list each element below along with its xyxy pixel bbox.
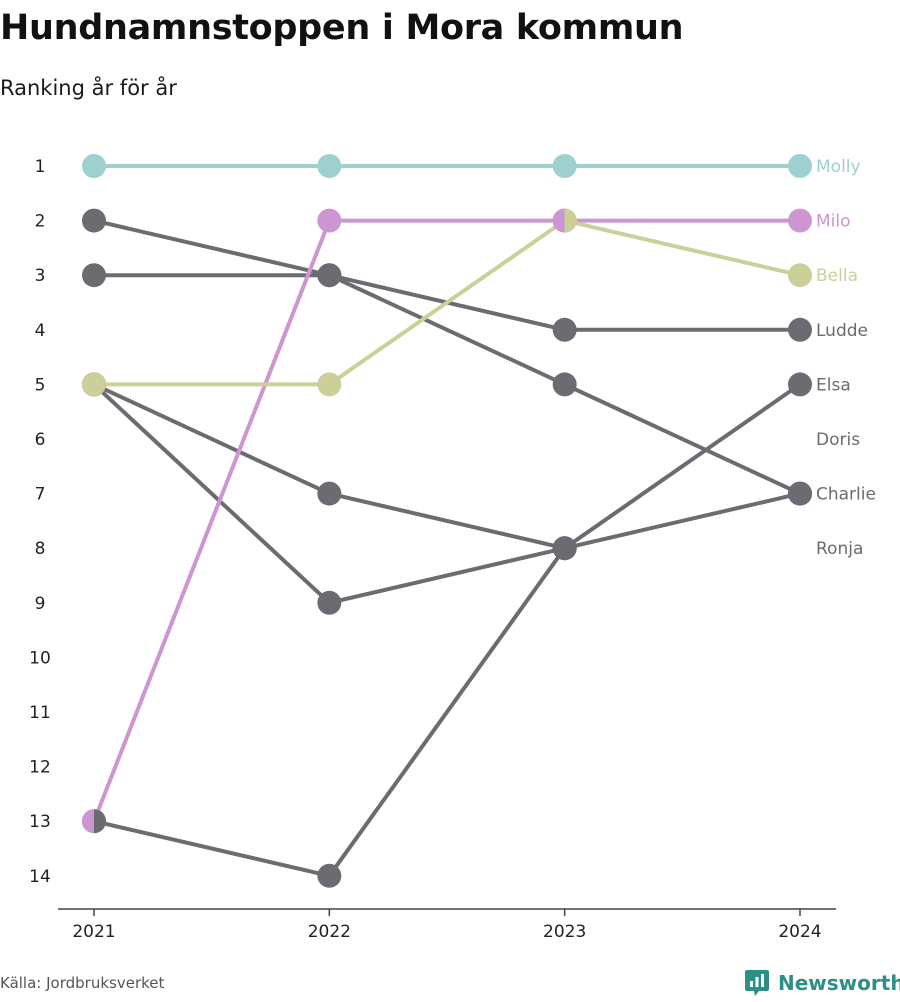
end-label-milo: Milo [816,212,851,232]
series-point-bella [317,372,342,397]
y-tick-label: 3 [35,266,46,286]
x-tick-label: 2021 [72,922,115,942]
y-tick-label: 12 [29,758,51,778]
split-point-left [552,208,565,233]
series-point-molly [552,154,577,178]
chart-title: Hundnamnstoppen i Mora kommun [0,8,684,48]
series-point-molly [788,154,812,178]
x-axis: 2021 2022 2023 2024 [58,908,836,942]
y-tick-label: 9 [35,594,46,614]
end-label-charlie: Charlie [816,485,876,505]
y-tick-label: 7 [35,485,46,505]
end-label-ronja: Ronja [816,539,863,559]
end-label-molly: Molly [816,157,861,177]
split-point-left [82,809,94,834]
y-tick-label: 2 [35,212,46,232]
series-point-molly [82,154,106,178]
series-point-series-8 [317,481,342,506]
end-label-ludde: Ludde [816,321,868,341]
series-lines [92,164,802,878]
series-point-milo [788,208,812,233]
brand-logo[interactable]: Newsworthy [744,966,900,1000]
chart-subtitle: Ranking år för år [0,76,177,100]
split-point-right [94,809,107,834]
series-point-bella [788,263,812,288]
y-tick-label: 13 [29,812,51,832]
x-tick-label: 2024 [778,922,821,942]
series-point-series-9 [552,536,577,561]
brand-name: Newsworthy [778,971,900,995]
y-tick-label: 1 [35,157,46,177]
newsworthy-logo-icon [744,968,770,998]
end-label-doris: Doris [816,430,860,450]
y-tick-label: 4 [35,321,46,341]
series-point-ludde [788,317,812,342]
series-points [82,154,812,888]
series-point-elsa [317,863,342,888]
series-point-elsa [788,372,812,397]
end-labels: Molly Milo Bella Ludde Elsa Doris Charlie Ronja [816,157,876,559]
source-note: Källa: Jordbruksverket [0,974,165,992]
series-line-bella [94,218,801,387]
series-point-molly [317,154,342,178]
y-tick-label: 14 [29,867,51,887]
series-point-bella [82,372,106,397]
series-point-charlie [317,263,342,288]
series-point-ludde [82,263,106,288]
series-line-series-8 [93,382,801,551]
series-point-charlie [82,208,106,233]
y-tick-label: 10 [29,648,51,668]
split-point-right [564,208,577,233]
end-label-bella: Bella [816,266,858,286]
y-tick-label: 8 [35,539,46,559]
x-tick-label: 2022 [308,922,351,942]
series-point-series-9 [317,590,342,615]
series-line-charlie [93,218,801,496]
series-point-series-8 [788,481,812,506]
y-tick-label: 5 [35,375,46,395]
end-label-elsa: Elsa [816,375,851,395]
x-tick-label: 2023 [543,922,586,942]
series-point-charlie [552,372,577,397]
y-tick-label: 11 [29,703,51,723]
series-line-elsa [93,382,802,878]
series-point-milo [317,208,342,233]
series-point-ludde [552,317,577,342]
y-tick-label: 6 [35,430,46,450]
series-line-milo [92,218,800,822]
